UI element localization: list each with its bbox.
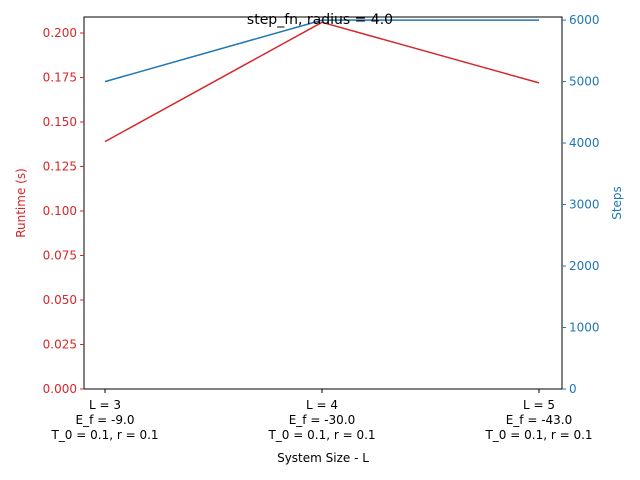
x-axis-label: System Size - L: [277, 451, 369, 465]
steps-series-line: [104, 19, 539, 83]
x-tick-label: T_0 = 0.1, r = 0.1: [267, 428, 375, 442]
y-left-tick-label: 0.075: [43, 249, 77, 263]
x-tick-label: T_0 = 0.1, r = 0.1: [50, 428, 158, 442]
y-left-tick-label: 0.175: [43, 71, 77, 85]
chart-title: step_fn, radius = 4.0: [247, 12, 393, 28]
y-left-tick-label: 0.100: [43, 204, 77, 218]
x-tick-label: E_f = -43.0: [506, 413, 573, 427]
y-left-tick-label: 0.150: [43, 115, 77, 129]
y-right-tick-label: 6000: [569, 13, 600, 27]
y-right-tick-label: 3000: [569, 198, 600, 212]
y-left-tick-label: 0.125: [43, 160, 77, 174]
y-right-tick-label: 5000: [569, 75, 600, 89]
y-axis-left-label: Runtime (s): [14, 168, 28, 238]
y-left-tick-label: 0.200: [43, 26, 77, 40]
plot-area-frame: [83, 16, 563, 390]
x-tick-label: E_f = -30.0: [289, 413, 356, 427]
y-left-tick-label: 0.000: [43, 382, 77, 396]
x-tick-label: E_f = -9.0: [76, 413, 135, 427]
y-right-tick-label: 4000: [569, 136, 600, 150]
y-right-tick-label: 2000: [569, 259, 600, 273]
y-left-tick-label: 0.025: [43, 338, 77, 352]
y-right-tick-label: 0: [569, 382, 577, 396]
y-axis-right-label: Steps: [610, 186, 624, 220]
x-tick-label: L = 5: [523, 398, 555, 412]
y-right-tick-label: 1000: [569, 321, 600, 335]
x-tick-label: T_0 = 0.1, r = 0.1: [484, 428, 592, 442]
x-tick-label: L = 3: [89, 398, 121, 412]
y-left-tick-label: 0.050: [43, 293, 77, 307]
x-tick-label: L = 4: [306, 398, 338, 412]
runtime-series-line: [104, 21, 540, 143]
